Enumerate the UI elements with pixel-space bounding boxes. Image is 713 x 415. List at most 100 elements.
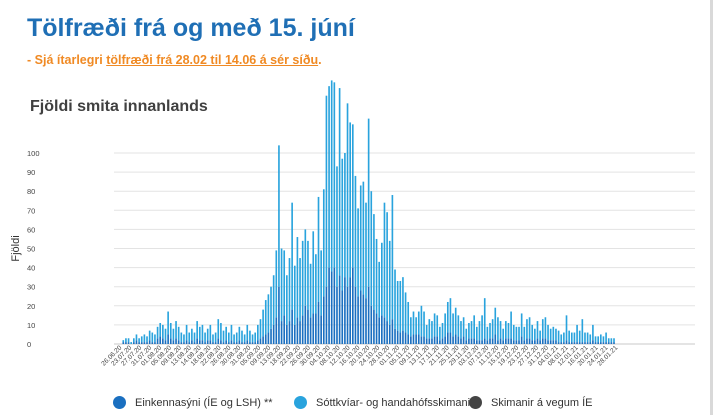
bar-sottkviar — [227, 332, 230, 343]
bar-einkennasyni — [222, 342, 225, 344]
bar-sottkviar — [138, 338, 140, 343]
bar-sottkviar — [151, 332, 154, 343]
bar-einkennasyni — [341, 290, 344, 344]
bar-einkennasyni — [449, 332, 452, 344]
legend-item-einkennasyni[interactable]: Einkennasýni (ÍE og LSH) ** — [113, 396, 273, 409]
bar-sottkviar — [439, 326, 441, 341]
bar-einkennasyni — [526, 338, 528, 344]
bar-einkennasyni — [286, 324, 288, 344]
bar-sottkviar — [312, 231, 315, 314]
legend-item-skimanir-ie[interactable]: Skimanir á vegum ÍE — [469, 396, 592, 409]
bar-einkennasyni — [346, 286, 349, 344]
bar-sottkviar — [191, 328, 193, 341]
bar-sottkviar — [460, 321, 462, 339]
bar-einkennasyni — [328, 267, 330, 344]
bar-sottkviar — [470, 321, 473, 339]
bar-einkennasyni — [312, 313, 315, 344]
bar-sottkviar — [156, 326, 159, 339]
bar-sottkviar — [544, 317, 547, 339]
bar-einkennasyni — [299, 321, 301, 344]
bar-einkennasyni — [180, 342, 183, 344]
bar-einkennasyni — [378, 317, 381, 344]
bar-einkennasyni — [127, 342, 130, 344]
bar-einkennasyni — [296, 317, 299, 344]
bar-sottkviar — [357, 208, 359, 297]
bar-sottkviar — [288, 258, 291, 322]
bar-sottkviar — [336, 166, 338, 287]
statistics-page-link[interactable]: tölfræði frá 28.02 til 14.06 á sér síðu — [106, 53, 319, 67]
bar-einkennasyni — [423, 336, 425, 344]
bar-einkennasyni — [301, 315, 304, 344]
subtitle-line: - Sjá ítarlegri tölfræði frá 28.02 til 1… — [27, 53, 322, 67]
bar-einkennasyni — [367, 286, 370, 344]
bar-sottkviar — [423, 311, 425, 337]
bar-sottkviar — [365, 202, 367, 299]
bar-einkennasyni — [233, 342, 235, 344]
bar-sottkviar — [317, 196, 320, 302]
bar-sottkviar — [462, 317, 465, 337]
bar-sottkviar — [172, 328, 175, 341]
bar-einkennasyni — [354, 286, 357, 344]
bar-einkennasyni — [198, 340, 201, 344]
bar-sottkviar — [578, 330, 581, 343]
bar-einkennasyni — [138, 342, 140, 344]
legend-label: Skimanir á vegum ÍE — [491, 396, 593, 409]
bar-einkennasyni — [491, 338, 494, 344]
bar-sottkviar — [362, 181, 365, 295]
bar-sottkviar — [325, 95, 328, 287]
bar-einkennasyni — [465, 340, 468, 344]
bar-sottkviar — [264, 300, 267, 335]
bar-einkennasyni — [407, 334, 410, 344]
bar-sottkviar — [581, 319, 584, 343]
bar-einkennasyni — [275, 317, 278, 344]
bar-sottkviar — [183, 334, 185, 343]
bar-einkennasyni — [515, 340, 518, 344]
bar-einkennasyni — [288, 321, 291, 344]
bar-sottkviar — [333, 82, 336, 268]
bar-sottkviar — [241, 330, 243, 343]
bar-einkennasyni — [235, 342, 238, 344]
bar-sottkviar — [222, 330, 225, 343]
bar-einkennasyni — [560, 342, 563, 344]
bar-einkennasyni — [420, 336, 423, 344]
bar-einkennasyni — [185, 340, 188, 344]
bar-einkennasyni — [196, 338, 198, 344]
bar-sottkviar — [531, 324, 534, 341]
bar-einkennasyni — [333, 267, 336, 344]
legend-marker-icon — [294, 396, 307, 409]
bar-einkennasyni — [293, 324, 296, 344]
bar-einkennasyni — [262, 336, 264, 344]
bar-sottkviar — [536, 321, 539, 339]
bar-sottkviar — [441, 322, 444, 339]
bar-sottkviar — [396, 280, 399, 331]
bar-sottkviar — [526, 319, 528, 339]
bar-sottkviar — [563, 332, 565, 343]
legend-item-sottkviar[interactable]: Sóttkvíar- og handahófsskimanir — [294, 396, 474, 409]
bar-einkennasyni — [412, 334, 415, 344]
bar-einkennasyni — [164, 340, 167, 344]
bar-einkennasyni — [402, 330, 404, 344]
y-tick-label: 80 — [27, 187, 35, 196]
bar-einkennasyni — [272, 324, 275, 344]
legend-marker-icon — [469, 396, 482, 409]
bar-sottkviar — [246, 324, 249, 341]
bar-sottkviar — [259, 319, 262, 339]
bar-sottkviar — [378, 261, 381, 318]
bar-sottkviar — [146, 336, 148, 343]
bar-sottkviar — [444, 313, 446, 337]
y-tick-label: 70 — [27, 206, 35, 215]
bar-sottkviar — [607, 338, 610, 343]
subtitle-prefix: - Sjá ítarlegri — [27, 53, 107, 67]
bar-einkennasyni — [370, 305, 373, 344]
bar-einkennasyni — [241, 342, 243, 344]
bar-einkennasyni — [394, 328, 396, 344]
bar-sottkviar — [257, 324, 259, 341]
bar-sottkviar — [354, 175, 357, 287]
bar-sottkviar — [428, 319, 431, 339]
bar-sottkviar — [388, 240, 391, 325]
bar-einkennasyni — [555, 340, 557, 344]
bar-sottkviar — [557, 330, 560, 343]
bar-einkennasyni — [441, 338, 444, 344]
bar-sottkviar — [502, 328, 505, 341]
subtitle-suffix: . — [318, 53, 322, 67]
